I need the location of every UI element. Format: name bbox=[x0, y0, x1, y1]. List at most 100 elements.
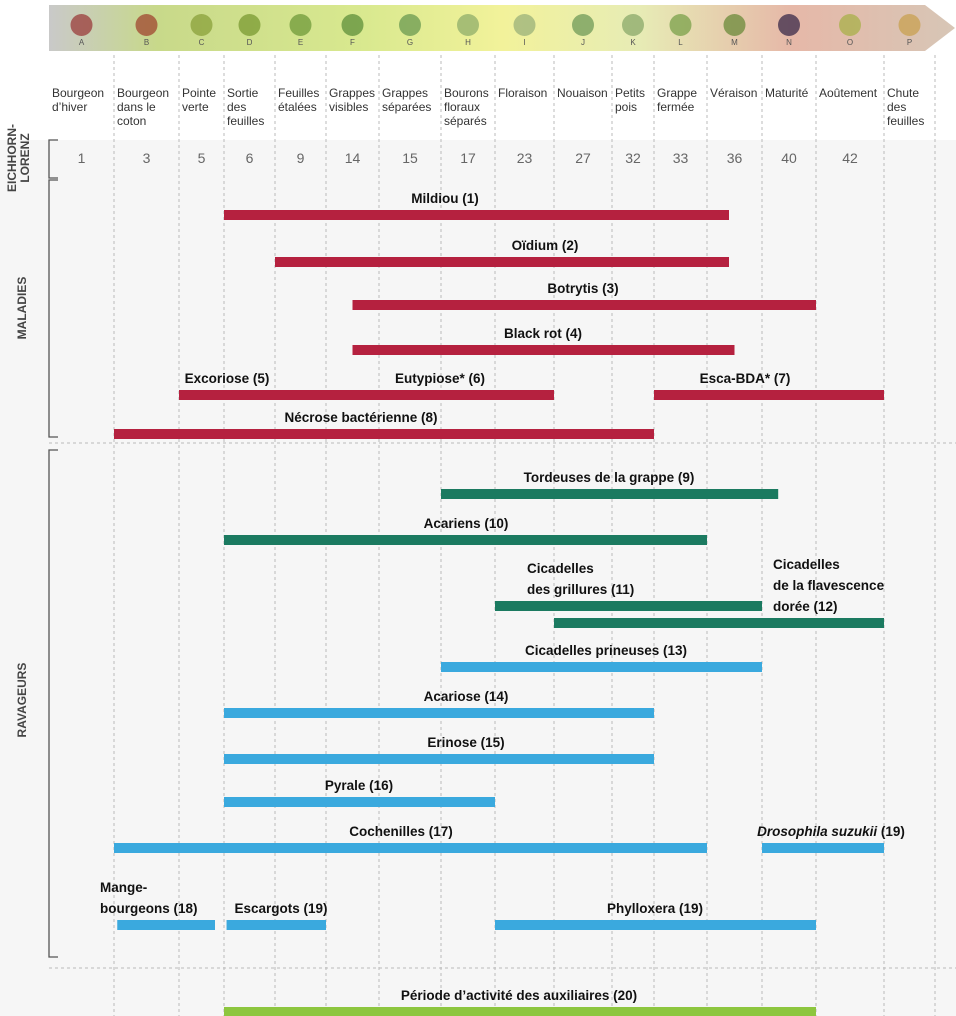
el-number: 42 bbox=[842, 150, 858, 166]
stage-letter: N bbox=[786, 38, 792, 47]
el-number: 33 bbox=[673, 150, 689, 166]
stage-name: coton bbox=[117, 114, 146, 128]
el-number: 9 bbox=[297, 150, 305, 166]
bar-label: Pyrale (16) bbox=[325, 778, 393, 793]
el-number: 17 bbox=[460, 150, 476, 166]
stage-name: Maturité bbox=[765, 86, 809, 100]
stage-name: Aoûtement bbox=[819, 86, 878, 100]
el-number: 3 bbox=[143, 150, 151, 166]
el-number: 36 bbox=[727, 150, 743, 166]
bar-label: Nécrose bactérienne (8) bbox=[284, 410, 437, 425]
stage-icon bbox=[70, 14, 93, 36]
stage-name: Floraison bbox=[498, 86, 547, 100]
stage-letter: I bbox=[523, 38, 525, 47]
bracket bbox=[48, 179, 58, 438]
bar-label: Cicadelles bbox=[773, 557, 840, 572]
stage-name: des bbox=[887, 100, 906, 114]
stage-name: d’hiver bbox=[52, 100, 87, 114]
bar-label: Esca-BDA* (7) bbox=[700, 371, 791, 386]
stage-icon bbox=[190, 14, 213, 36]
el-number: 6 bbox=[246, 150, 254, 166]
stage-icon bbox=[898, 14, 921, 36]
stage-letter: O bbox=[847, 38, 853, 47]
bar-label: Oïdium (2) bbox=[512, 238, 579, 253]
group-label: EICHHORN- bbox=[5, 124, 19, 192]
stage-icon bbox=[457, 14, 479, 36]
bar-label: Black rot (4) bbox=[504, 326, 582, 341]
stage-icon bbox=[572, 14, 594, 36]
stage-name: Bourons bbox=[444, 86, 489, 100]
background bbox=[0, 140, 956, 1016]
stage-name: feuilles bbox=[227, 114, 264, 128]
bar bbox=[441, 489, 779, 499]
stage-name: verte bbox=[182, 100, 209, 114]
el-number: 32 bbox=[625, 150, 641, 166]
stage-name: Petits bbox=[615, 86, 645, 100]
stage-letter: P bbox=[907, 38, 912, 47]
bar bbox=[352, 345, 735, 355]
stage-icon bbox=[238, 14, 261, 36]
bar-label: bourgeons (18) bbox=[100, 901, 198, 916]
stage-name: Grappe bbox=[657, 86, 697, 100]
bar-label: Eutypiose* (6) bbox=[395, 371, 485, 386]
bar-label: dorée (12) bbox=[773, 599, 838, 614]
stage-name: Grappes bbox=[329, 86, 375, 100]
bar-label: Escargots (19) bbox=[234, 901, 327, 916]
bar-label: Tordeuses de la grappe (9) bbox=[524, 470, 695, 485]
bar bbox=[224, 210, 729, 220]
bracket bbox=[48, 139, 58, 179]
bar bbox=[654, 390, 884, 400]
stage-letter: D bbox=[247, 38, 253, 47]
el-number: 15 bbox=[402, 150, 418, 166]
bar bbox=[179, 390, 326, 400]
bar-label: Excoriose (5) bbox=[185, 371, 270, 386]
stage-letter: E bbox=[298, 38, 303, 47]
stage-icon bbox=[135, 14, 158, 36]
stage-icon bbox=[341, 14, 364, 36]
stage-name: Bourgeon bbox=[117, 86, 169, 100]
el-number: 40 bbox=[781, 150, 797, 166]
stage-name: Nouaison bbox=[557, 86, 608, 100]
stage-name: Chute bbox=[887, 86, 919, 100]
label-part: Drosophila suzukii bbox=[757, 824, 877, 839]
stage-letter: L bbox=[678, 38, 683, 47]
bar-label: Période d’activité des auxiliaires (20) bbox=[401, 988, 637, 1003]
stage-name: Feuilles bbox=[278, 86, 319, 100]
label-part: (19) bbox=[877, 824, 905, 839]
stage-icon bbox=[839, 14, 861, 36]
bar bbox=[762, 843, 884, 853]
bar bbox=[326, 390, 554, 400]
stage-letter: A bbox=[79, 38, 85, 47]
stage-name: feuilles bbox=[887, 114, 924, 128]
stage-icon bbox=[669, 14, 692, 36]
bar bbox=[495, 601, 762, 611]
bar bbox=[224, 1007, 816, 1016]
stage-icon bbox=[723, 14, 746, 36]
stage-name: Bourgeon bbox=[52, 86, 104, 100]
el-number: 27 bbox=[575, 150, 591, 166]
bar-label: Phylloxera (19) bbox=[607, 901, 703, 916]
bar-label: Cochenilles (17) bbox=[349, 824, 453, 839]
bar bbox=[275, 257, 729, 267]
stage-letter: J bbox=[581, 38, 585, 47]
group-label: LORENZ bbox=[18, 133, 32, 182]
bar bbox=[441, 662, 762, 672]
bar bbox=[224, 797, 495, 807]
stage-strip bbox=[49, 5, 955, 51]
bar bbox=[224, 708, 654, 718]
stage-icon bbox=[778, 14, 800, 36]
el-number: 14 bbox=[345, 150, 361, 166]
bar bbox=[117, 920, 215, 930]
stage-name: des bbox=[227, 100, 246, 114]
bar-label: Erinose (15) bbox=[427, 735, 504, 750]
stage-name: dans le bbox=[117, 100, 156, 114]
stage-icon bbox=[513, 14, 536, 36]
stage-name: étalées bbox=[278, 100, 317, 114]
stage-name: Véraison bbox=[710, 86, 757, 100]
stage-name: fermée bbox=[657, 100, 695, 114]
stage-icon bbox=[622, 14, 644, 36]
stage-name: Grappes bbox=[382, 86, 428, 100]
stage-name: Sortie bbox=[227, 86, 259, 100]
group-label: RAVAGEURS bbox=[15, 663, 29, 738]
